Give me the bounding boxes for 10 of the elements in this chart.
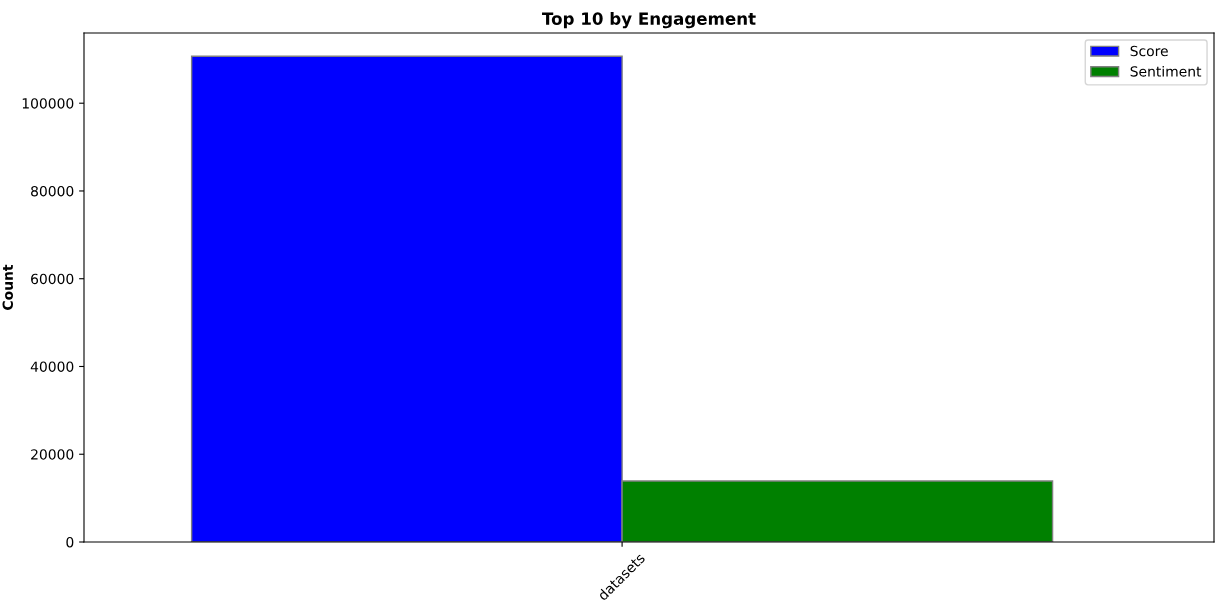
chart-title: Top 10 by Engagement	[542, 12, 756, 29]
y-axis-title: Count	[2, 264, 14, 310]
y-tick-label: 100000	[22, 98, 74, 109]
legend-label: Sentiment	[1130, 65, 1202, 77]
y-tick-label: 0	[66, 536, 74, 548]
y-tick-label: 40000	[30, 361, 74, 372]
y-tick-label: 80000	[31, 185, 74, 197]
y-tick-label: 20000	[31, 449, 74, 460]
legend-label: Score	[1130, 45, 1168, 57]
y-tick-label: 60000	[31, 273, 74, 285]
